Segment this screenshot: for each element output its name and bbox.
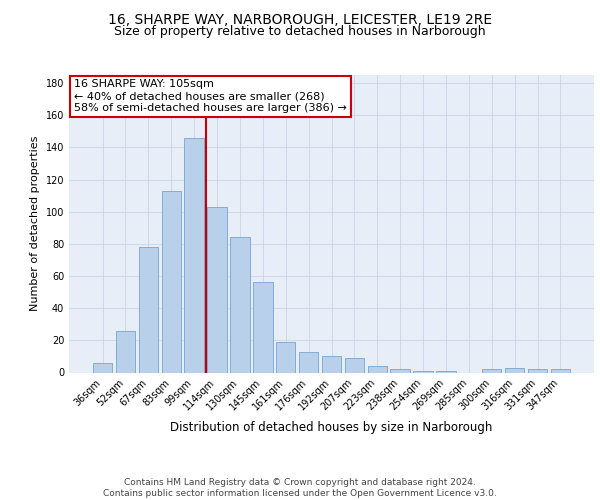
Text: 16, SHARPE WAY, NARBOROUGH, LEICESTER, LE19 2RE: 16, SHARPE WAY, NARBOROUGH, LEICESTER, L… <box>108 12 492 26</box>
Bar <box>116 330 135 372</box>
Bar <box>528 370 547 372</box>
Bar <box>230 238 250 372</box>
Bar <box>139 247 158 372</box>
Bar <box>344 358 364 372</box>
Text: 16 SHARPE WAY: 105sqm
← 40% of detached houses are smaller (268)
58% of semi-det: 16 SHARPE WAY: 105sqm ← 40% of detached … <box>74 80 347 112</box>
Bar <box>505 368 524 372</box>
Y-axis label: Number of detached properties: Number of detached properties <box>30 136 40 312</box>
Bar <box>482 370 502 372</box>
X-axis label: Distribution of detached houses by size in Narborough: Distribution of detached houses by size … <box>170 420 493 434</box>
Bar <box>436 371 455 372</box>
Bar <box>208 207 227 372</box>
Bar <box>253 282 272 372</box>
Bar <box>161 191 181 372</box>
Bar <box>184 138 204 372</box>
Bar <box>413 371 433 372</box>
Text: Size of property relative to detached houses in Narborough: Size of property relative to detached ho… <box>114 25 486 38</box>
Bar <box>368 366 387 372</box>
Text: Contains HM Land Registry data © Crown copyright and database right 2024.
Contai: Contains HM Land Registry data © Crown c… <box>103 478 497 498</box>
Bar <box>276 342 295 372</box>
Bar <box>551 370 570 372</box>
Bar <box>299 352 319 372</box>
Bar <box>93 363 112 372</box>
Bar <box>391 370 410 372</box>
Bar <box>322 356 341 372</box>
